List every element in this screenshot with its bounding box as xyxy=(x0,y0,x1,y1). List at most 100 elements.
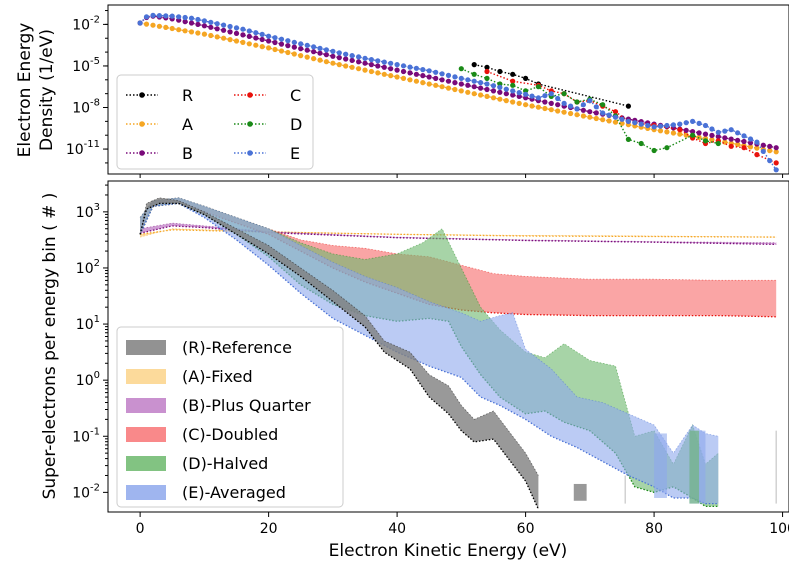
top-point-E xyxy=(728,127,734,133)
top-legend-label-R: R xyxy=(182,86,193,105)
top-point-E xyxy=(773,167,779,173)
top-point-B xyxy=(304,47,310,53)
top-point-R xyxy=(484,64,490,70)
bottom-axis-ticks: 10-2 10-1 100 101 102 103 0 20 40 60 80 100 xyxy=(72,184,789,537)
top-point-C xyxy=(773,160,779,166)
top-point-C xyxy=(728,143,734,149)
top-point-E xyxy=(535,95,542,101)
top-point-A xyxy=(150,22,156,28)
top-point-D xyxy=(561,91,567,97)
top-point-B xyxy=(291,44,297,50)
top-point-E xyxy=(471,78,477,84)
top-point-B xyxy=(484,86,490,93)
top-point-A xyxy=(266,45,272,51)
top-point-E xyxy=(561,100,567,106)
top-point-A xyxy=(278,48,285,54)
top-point-B xyxy=(311,49,317,55)
top-point-B xyxy=(278,41,285,47)
top-point-E xyxy=(606,112,612,118)
top-point-E xyxy=(375,58,381,64)
top-point-A xyxy=(169,25,175,32)
top-point-A xyxy=(330,60,336,66)
top-point-E xyxy=(651,124,657,130)
top-point-E xyxy=(555,95,561,102)
top-point-A xyxy=(304,54,310,60)
top-point-B xyxy=(272,39,278,46)
top-point-B xyxy=(542,99,548,105)
top-point-D xyxy=(638,140,644,147)
top-point-A xyxy=(323,59,329,65)
top-point-A xyxy=(233,38,240,44)
top-point-A xyxy=(253,42,259,48)
top-point-E xyxy=(445,72,452,78)
top-point-A xyxy=(452,86,458,93)
top-legend-marker-B xyxy=(139,150,145,156)
top-point-A xyxy=(465,89,471,95)
top-point-B xyxy=(182,19,188,25)
top-point-A xyxy=(490,95,497,101)
top-point-D xyxy=(715,140,721,147)
top-point-E xyxy=(246,28,252,34)
top-point-A xyxy=(503,98,509,104)
top-point-A xyxy=(747,144,754,150)
top-point-A xyxy=(587,114,593,120)
top-point-E xyxy=(137,20,143,26)
top-point-E xyxy=(317,45,323,52)
top-point-E xyxy=(478,80,484,86)
top-legend-label-B: B xyxy=(182,144,193,163)
top-point-E xyxy=(163,13,169,19)
top-point-E xyxy=(619,116,625,122)
bottom-y-axis-title: Super-electrons per energy bin ( # ) xyxy=(40,193,60,500)
x-tick-label: 100 xyxy=(769,521,789,537)
top-point-A xyxy=(368,68,374,75)
top-point-B xyxy=(683,127,689,133)
top-point-B xyxy=(497,89,503,95)
top-point-B xyxy=(195,21,201,27)
top-point-E xyxy=(458,75,464,81)
top-point-A xyxy=(388,73,394,79)
top-point-B xyxy=(767,143,773,149)
top-point-B xyxy=(490,88,497,94)
top-point-A xyxy=(176,27,182,33)
top-point-A xyxy=(535,104,542,110)
bottom-y-tick-label: 103 xyxy=(76,202,100,221)
top-y-axis-title-line2: Density (1/eV) xyxy=(37,29,57,151)
top-y-tick-label: 10-5 xyxy=(72,56,100,75)
top-point-B xyxy=(227,29,233,35)
top-point-B xyxy=(555,102,561,108)
top-point-B xyxy=(735,137,741,143)
bottom-legend-swatch-C xyxy=(126,427,166,442)
top-point-E xyxy=(625,118,632,124)
top-point-A xyxy=(735,141,741,147)
top-plot-frame xyxy=(107,4,789,175)
top-point-E xyxy=(298,41,304,47)
top-point-B xyxy=(388,66,394,72)
top-point-A xyxy=(182,28,188,34)
top-point-C xyxy=(754,152,760,158)
segment-R xyxy=(573,483,587,501)
top-line-C xyxy=(486,70,777,164)
top-point-E xyxy=(400,63,407,69)
top-point-D xyxy=(510,82,516,88)
top-point-E xyxy=(715,129,721,135)
bottom-plot-area xyxy=(139,197,777,510)
top-point-B xyxy=(323,52,329,58)
top-point-B xyxy=(285,43,291,49)
top-point-E xyxy=(259,31,265,37)
top-point-E xyxy=(413,65,419,71)
top-point-A xyxy=(221,35,227,41)
top-point-A xyxy=(612,119,619,125)
band-upper-line-R xyxy=(139,197,539,476)
top-point-B xyxy=(426,74,432,80)
top-point-R xyxy=(497,68,503,75)
top-point-B xyxy=(593,110,599,116)
top-point-E xyxy=(722,128,728,134)
top-point-E xyxy=(612,114,619,120)
top-point-B xyxy=(349,57,355,64)
top-point-A xyxy=(568,110,574,117)
x-tick-label: 0 xyxy=(136,521,145,537)
top-legend-marker-A xyxy=(139,121,145,127)
top-point-E xyxy=(356,54,362,60)
bottom-legend-label-C: (C)-Doubled xyxy=(182,425,278,444)
top-point-E xyxy=(221,22,227,28)
